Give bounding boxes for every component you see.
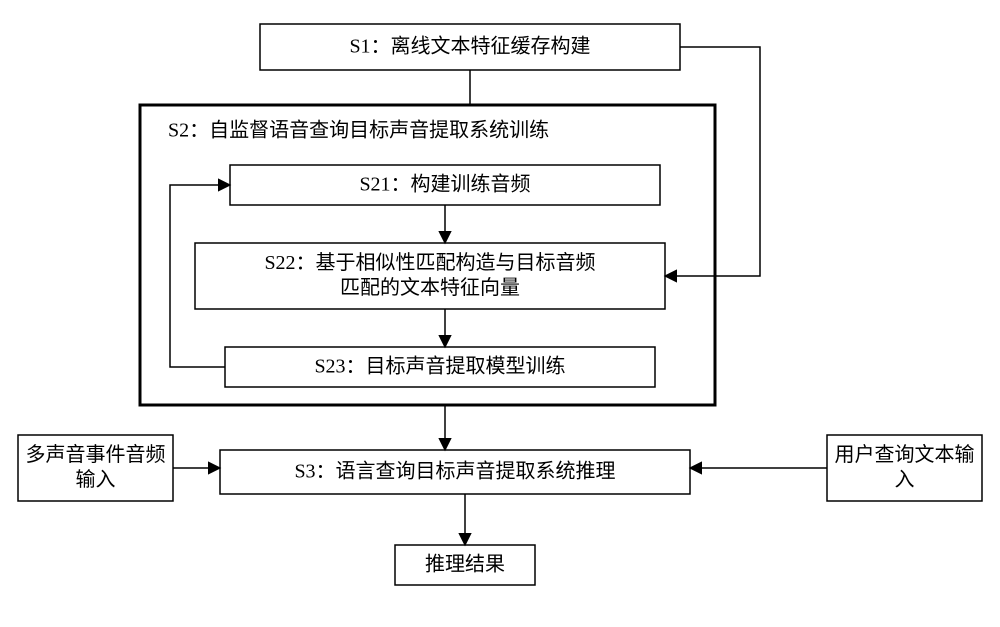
node-s2-title: S2：自监督语音查询目标声音提取系统训练 bbox=[168, 119, 549, 142]
node-s22-line1: S22：基于相似性匹配构造与目标音频 bbox=[264, 251, 595, 274]
node-left-line1: 多声音事件音频 bbox=[26, 443, 166, 466]
node-right-line1: 用户查询文本输 bbox=[835, 443, 975, 466]
node-s21-label: S21：构建训练音频 bbox=[359, 173, 530, 196]
node-s1-label: S1：离线文本特征缓存构建 bbox=[349, 35, 590, 58]
node-s3: S3：语言查询目标声音提取系统推理 bbox=[220, 450, 690, 494]
node-s21: S21：构建训练音频 bbox=[230, 165, 660, 205]
node-result: 推理结果 bbox=[395, 545, 535, 585]
node-s1: S1：离线文本特征缓存构建 bbox=[260, 24, 680, 70]
node-s22: S22：基于相似性匹配构造与目标音频 匹配的文本特征向量 bbox=[195, 243, 665, 309]
node-left-input: 多声音事件音频 输入 bbox=[18, 435, 173, 501]
node-s22-line2: 匹配的文本特征向量 bbox=[340, 276, 520, 299]
node-result-label: 推理结果 bbox=[425, 553, 505, 576]
node-right-line2: 入 bbox=[895, 469, 915, 491]
node-s23: S23：目标声音提取模型训练 bbox=[225, 347, 655, 387]
node-left-line2: 输入 bbox=[76, 468, 116, 491]
node-s23-label: S23：目标声音提取模型训练 bbox=[314, 355, 565, 378]
node-right-input: 用户查询文本输 入 bbox=[827, 435, 982, 501]
node-s3-label: S3：语言查询目标声音提取系统推理 bbox=[294, 460, 615, 483]
flowchart-canvas: S1：离线文本特征缓存构建 S2：自监督语音查询目标声音提取系统训练 S21：构… bbox=[0, 0, 1000, 627]
